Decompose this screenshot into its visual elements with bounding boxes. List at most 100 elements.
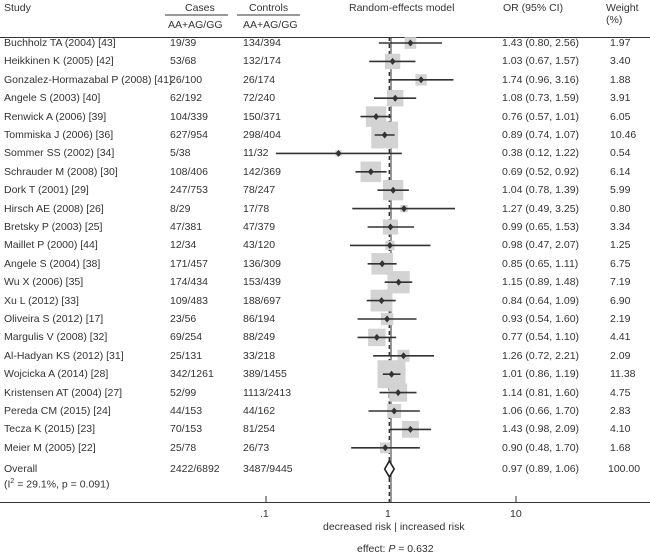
study-name: Al-Hadyan KS (2012) [31]: [4, 349, 124, 362]
cases-value: 25/78: [170, 441, 197, 454]
or-ci-value: 0.85 (0.65, 1.11): [502, 257, 579, 270]
or-ci-value: 1.26 (0.72, 2.21): [502, 349, 580, 362]
weight-value: 11.38: [610, 368, 636, 381]
weight-value: 2.19: [610, 313, 631, 325]
point-estimate: [395, 278, 402, 286]
weight-value: 1.68: [610, 441, 631, 454]
study-name: Xu L (2012) [33]: [4, 294, 79, 307]
overall-ci: 0.97 (0.89, 1.06): [502, 463, 580, 475]
point-estimate: [407, 425, 414, 433]
cases-value: 12/34: [170, 239, 197, 252]
cases-value: 171/457: [170, 257, 208, 270]
weight-value: 3.91: [610, 92, 631, 105]
or-ci-value: 0.38 (0.12, 1.22): [502, 147, 580, 160]
weight-value: 4.75: [610, 386, 631, 399]
cases-value: 109/483: [170, 294, 208, 307]
cases-value: 25/131: [170, 349, 203, 362]
weight-value: 3.34: [610, 221, 631, 233]
controls-value: 81/254: [243, 423, 276, 436]
weight-value: 6.14: [610, 165, 631, 178]
study-name: Gonzalez-Hormazabal P (2008) [41]: [4, 73, 172, 86]
weight-value: 6.75: [610, 257, 631, 270]
point-estimate: [407, 39, 414, 47]
header-cases-sub: AA+AG/GG: [168, 19, 223, 31]
heterogeneity-label: (I2 = 29.1%, p = 0.091): [4, 478, 110, 491]
controls-value: 26/174: [243, 73, 276, 86]
x-axis-label: decreased risk | increased risk: [323, 521, 465, 533]
controls-value: 86/194: [243, 313, 276, 325]
point-estimate: [382, 444, 389, 452]
study-name: Angele S (2003) [40]: [4, 92, 101, 105]
controls-value: 26/73: [243, 441, 270, 454]
weight-value: 10.46: [610, 129, 637, 141]
cases-value: 52/99: [170, 386, 197, 399]
point-estimate: [390, 186, 397, 194]
study-name: Hirsch AE (2008) [26]: [4, 202, 104, 215]
overall-cases: 2422/6892: [170, 463, 220, 475]
controls-value: 44/162: [243, 405, 276, 417]
point-estimate: [381, 131, 388, 139]
weight-value: 0.80: [610, 202, 631, 215]
study-name: Heikkinen K (2005) [42]: [4, 55, 114, 68]
controls-value: 136/309: [243, 257, 281, 270]
or-ci-value: 0.93 (0.54, 1.60): [502, 313, 580, 325]
study-name: Renwick A (2006) [39]: [4, 110, 107, 123]
or-ci-value: 1.14 (0.81, 1.60): [502, 386, 580, 399]
weight-value: 2.83: [610, 405, 631, 417]
cases-value: 5/38: [170, 147, 191, 160]
or-ci-value: 1.15 (0.89, 1.48): [502, 276, 580, 289]
header-controls: Controls: [249, 2, 289, 14]
controls-value: 72/240: [243, 92, 276, 105]
study-name: Oliveira S (2012) [17]: [4, 313, 104, 325]
study-name: Meier M (2005) [22]: [4, 441, 96, 454]
or-ci-value: 1.27 (0.49, 3.25): [502, 202, 580, 215]
cases-value: 26/100: [170, 73, 203, 86]
cases-value: 62/192: [170, 92, 203, 105]
point-estimate: [391, 407, 398, 415]
study-name: Sommer SS (2002) [34]: [4, 147, 115, 160]
study-name: Dork T (2001) [29]: [4, 184, 89, 197]
cases-value: 342/1261: [170, 368, 214, 381]
controls-value: 11/32: [243, 147, 269, 160]
header-cases: Cases: [185, 2, 215, 14]
or-ci-value: 0.69 (0.52, 0.92): [502, 165, 580, 178]
point-estimate: [386, 241, 393, 249]
point-estimate: [378, 297, 385, 305]
weight-value: 1.97: [610, 37, 631, 49]
controls-value: 33/218: [243, 349, 276, 362]
header-weight-unit: (%): [606, 14, 623, 26]
cases-value: 53/68: [170, 55, 197, 68]
controls-value: 43/120: [243, 239, 276, 252]
or-ci-value: 1.08 (0.73, 1.59): [502, 92, 580, 105]
cases-value: 174/434: [170, 276, 208, 289]
controls-value: 17/78: [243, 202, 270, 215]
overall-controls: 3487/9445: [243, 463, 293, 475]
point-estimate: [392, 94, 399, 102]
study-name: Buchholz TA (2004) [43]: [4, 37, 116, 49]
cases-value: 247/753: [170, 184, 208, 197]
controls-value: 132/174: [243, 55, 281, 68]
study-name: Bretsky P (2003) [25]: [4, 221, 103, 233]
or-ci-value: 0.77 (0.54, 1.10): [502, 331, 580, 344]
or-ci-value: 0.89 (0.74, 1.07): [502, 129, 580, 141]
point-estimate: [379, 260, 386, 268]
cases-value: 47/381: [170, 221, 203, 233]
header-study: Study: [4, 2, 31, 14]
or-ci-value: 1.74 (0.96, 3.16): [502, 73, 580, 86]
header-weight: Weight: [606, 2, 639, 14]
point-estimate: [373, 113, 380, 121]
overall-weight: 100.00: [608, 463, 641, 475]
weight-value: 4.10: [610, 423, 631, 436]
or-ci-value: 1.04 (0.78, 1.39): [502, 184, 580, 197]
header-or: OR (95% CI): [503, 2, 564, 14]
cases-value: 23/56: [170, 313, 197, 325]
point-estimate: [387, 223, 394, 231]
controls-value: 142/369: [243, 165, 281, 178]
point-estimate: [384, 315, 391, 323]
or-ci-value: 1.03 (0.67, 1.57): [502, 55, 580, 68]
x-tick-label: 10: [510, 508, 522, 520]
or-ci-value: 0.98 (0.47, 2.07): [502, 239, 580, 252]
study-name: Kristensen AT (2004) [27]: [4, 386, 123, 399]
controls-value: 134/394: [243, 37, 281, 49]
